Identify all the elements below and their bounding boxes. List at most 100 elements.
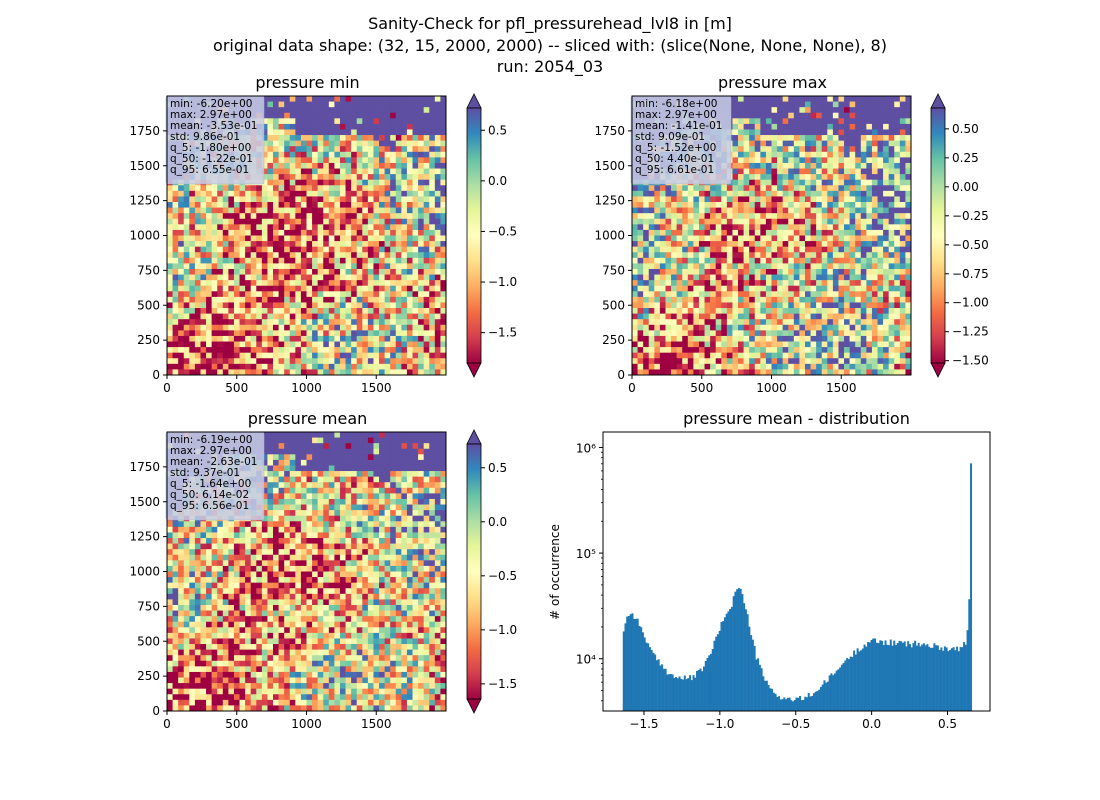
heatmap-cell	[250, 202, 257, 208]
heatmap-cell	[228, 302, 235, 309]
heatmap-cell	[189, 241, 196, 247]
heatmap-cell	[682, 280, 689, 287]
heatmap-cell	[356, 140, 363, 147]
heatmap-cell	[167, 274, 173, 281]
heatmap-cell	[894, 280, 901, 287]
heatmap-cell	[799, 358, 806, 365]
heatmap-cell	[429, 107, 436, 114]
heatmap-cell	[827, 224, 834, 231]
heatmap-cell	[239, 319, 246, 326]
heatmap-cell	[721, 213, 728, 220]
heatmap-cell	[228, 291, 235, 298]
heatmap-cell	[860, 296, 867, 303]
heatmap-cell	[273, 319, 279, 326]
heatmap-cell	[799, 107, 806, 114]
heatmap-cell	[827, 196, 834, 203]
heatmap-cell	[200, 308, 207, 314]
heatmap-cell	[401, 107, 408, 114]
heatmap-cell	[698, 252, 705, 259]
heatmap-cell	[648, 330, 655, 337]
heatmap-cell	[423, 162, 430, 169]
heatmap-cell	[339, 118, 346, 125]
heatmap-cell	[888, 112, 895, 119]
heatmap-cell	[643, 263, 650, 270]
heatmap-cell	[687, 241, 694, 247]
heatmap-cell	[434, 190, 441, 197]
heatmap-cell	[771, 246, 778, 253]
heatmap-cell	[799, 190, 806, 197]
heatmap-cell	[384, 146, 391, 153]
heatmap-cell	[654, 224, 661, 231]
heatmap-cell	[665, 263, 672, 270]
heatmap-cell	[339, 257, 346, 264]
heatmap-cell	[312, 224, 318, 231]
heatmap-cell	[317, 196, 324, 203]
heatmap-cell	[217, 302, 224, 309]
heatmap-cell	[838, 302, 845, 309]
heatmap-cell	[899, 319, 906, 326]
heatmap-cell	[643, 319, 650, 326]
heatmap-cell	[295, 358, 302, 365]
heatmap-cell	[273, 135, 279, 141]
heatmap-cell	[866, 107, 873, 114]
heatmap-cell	[832, 179, 839, 186]
heatmap-cell	[804, 146, 811, 153]
heatmap-cell	[888, 229, 895, 236]
heatmap-cell	[172, 235, 179, 242]
heatmap-cell	[671, 358, 677, 365]
heatmap-cell	[704, 218, 711, 225]
heatmap-cell	[832, 324, 839, 331]
heatmap-cell	[760, 218, 767, 225]
heatmap-cell	[693, 274, 700, 281]
heatmap-cell	[278, 168, 285, 175]
heatmap-cell	[183, 229, 190, 236]
heatmap-cell	[637, 352, 644, 359]
heatmap-cell	[838, 135, 845, 141]
heatmap-cell	[654, 202, 661, 208]
heatmap-cell	[356, 107, 363, 114]
heatmap-cell	[345, 347, 352, 353]
heatmap-cell	[693, 319, 700, 326]
heatmap-cell	[440, 151, 447, 158]
heatmap-cell	[295, 168, 302, 175]
heatmap-cell	[206, 235, 212, 242]
heatmap-cell	[643, 235, 650, 242]
heatmap-cell	[200, 246, 207, 253]
heatmap-cell	[855, 118, 862, 125]
heatmap-cell	[693, 196, 700, 203]
heatmap-cell	[167, 302, 173, 309]
heatmap-cell	[373, 146, 380, 153]
heatmap-cell	[284, 363, 291, 370]
y-tick-label: 1250	[129, 194, 160, 208]
heatmap-cell	[743, 118, 750, 125]
heatmap-cell	[888, 313, 895, 320]
heatmap-cell	[178, 335, 185, 342]
heatmap-cell	[356, 308, 363, 314]
heatmap-cell	[855, 313, 862, 320]
heatmap-cell	[832, 330, 839, 337]
heatmap-cell	[351, 202, 358, 208]
heatmap-cell	[373, 274, 380, 281]
heatmap-cell	[883, 241, 889, 247]
heatmap-cell	[698, 190, 705, 197]
heatmap-cell	[844, 319, 850, 326]
heatmap-cell	[643, 241, 650, 247]
heatmap-cell	[172, 218, 179, 225]
heatmap-cell	[390, 235, 397, 242]
heatmap-cell	[384, 274, 391, 281]
heatmap-cell	[648, 324, 655, 331]
heatmap-cell	[899, 196, 906, 203]
heatmap-cell	[648, 352, 655, 359]
heatmap-cell	[418, 162, 424, 169]
heatmap-cell	[233, 235, 240, 242]
heatmap-cell	[760, 135, 767, 141]
heatmap-cell	[693, 285, 700, 292]
heatmap-cell	[440, 179, 447, 186]
heatmap-cell	[317, 151, 324, 158]
heatmap-cell	[760, 168, 767, 175]
heatmap-cell	[217, 252, 224, 259]
heatmap-cell	[883, 296, 889, 303]
panel-pressure-min: pressure min min: -6.20e+00 max: 2.97e+0…	[129, 73, 517, 395]
heatmap-cell	[883, 218, 889, 225]
heatmap-cell	[345, 146, 352, 153]
